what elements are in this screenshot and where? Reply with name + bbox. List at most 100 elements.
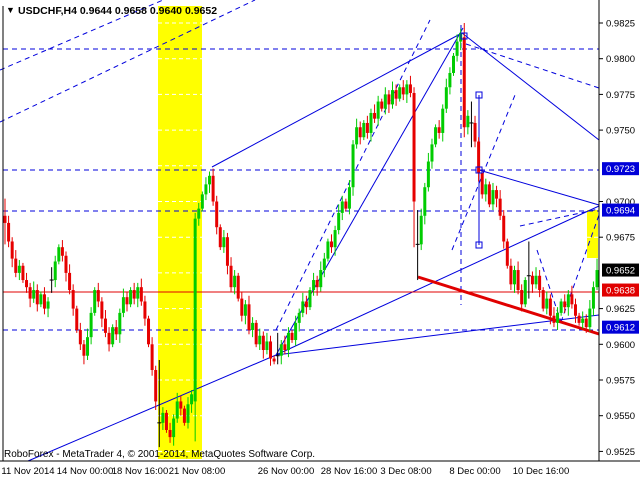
bull-candle — [17, 260, 21, 281]
candle-body — [337, 212, 341, 231]
bear-candle — [100, 297, 104, 328]
price-level-badge-label: 0.9723 — [606, 164, 635, 175]
blue-dashed-trendline[interactable] — [536, 249, 562, 323]
bull-candle — [186, 397, 190, 429]
time-axis-label: 28 Nov 16:00 — [321, 466, 378, 477]
bull-candle — [434, 124, 438, 148]
blue-solid-trendline[interactable] — [275, 27, 464, 356]
candle-body — [516, 270, 520, 291]
blue-dashed-trendline[interactable] — [451, 94, 516, 251]
price-axis-label: 0.9675 — [606, 233, 635, 244]
bear-candle — [584, 314, 588, 333]
doji-bar — [415, 210, 420, 281]
candle-body — [419, 215, 423, 245]
price-level-badge-label: 0.9694 — [606, 206, 635, 217]
candle-body — [164, 412, 168, 430]
bear-candle — [387, 90, 391, 113]
candle-body — [559, 301, 563, 313]
time-axis-label: 14 Nov 00:00 — [57, 466, 114, 477]
candle-body — [100, 301, 104, 319]
blue-solid-trendline[interactable] — [275, 205, 600, 356]
candle-body — [35, 290, 39, 305]
bear-candle — [563, 294, 567, 313]
candle-body — [308, 290, 312, 308]
bear-candle — [577, 312, 581, 326]
bear-candle — [60, 240, 64, 262]
bull-candle — [39, 291, 43, 308]
candle-body — [215, 201, 219, 228]
bull-candle — [355, 118, 359, 149]
candle-body — [150, 344, 154, 371]
blue-solid-trendline[interactable] — [275, 314, 600, 356]
blue-dashed-trendline[interactable] — [519, 208, 600, 227]
bear-candle — [530, 271, 534, 293]
candle-body — [129, 290, 133, 305]
blue-solid-trendline[interactable] — [211, 32, 463, 168]
bull-candle — [466, 110, 470, 135]
candle-body — [344, 201, 348, 209]
bear-candle — [10, 237, 14, 268]
price-level-badge-label: 0.9652 — [606, 266, 635, 277]
blue-solid-trendline[interactable] — [461, 32, 600, 141]
bull-candle — [340, 195, 344, 221]
candle-body — [552, 315, 556, 323]
bull-candle — [545, 291, 549, 315]
candle-body — [426, 161, 430, 188]
blue-dashed-trendline[interactable] — [0, 0, 164, 71]
bull-candle — [566, 290, 570, 316]
bull-candle — [294, 315, 298, 346]
price-level-badge — [602, 263, 639, 277]
blue-solid-trendline[interactable] — [478, 169, 600, 206]
object-anchor-handle[interactable] — [475, 166, 483, 174]
candle-body — [154, 370, 158, 402]
blue-solid-trendline[interactable] — [27, 354, 277, 462]
blue-dashed-trendline[interactable] — [0, 0, 256, 123]
bull-candle — [430, 138, 434, 169]
object-anchor-handle[interactable] — [475, 241, 483, 249]
candle-body — [387, 94, 391, 105]
candle-body — [358, 127, 362, 138]
bear-candle — [139, 278, 143, 306]
candle-body — [182, 408, 186, 423]
candle-body — [186, 404, 190, 423]
candle-body — [491, 190, 495, 205]
candle-body — [584, 318, 588, 328]
candle-body — [563, 301, 567, 308]
candle-body — [46, 301, 50, 309]
bull-candle — [319, 261, 323, 292]
candle-body — [444, 87, 448, 109]
bear-candle — [103, 310, 107, 338]
candle-body — [211, 175, 215, 202]
candle-body — [265, 341, 269, 351]
candle-body — [247, 304, 251, 331]
bull-candle — [347, 180, 351, 215]
bull-candle — [301, 292, 305, 318]
candle-body — [243, 304, 247, 316]
candle-body — [477, 141, 481, 173]
bull-candle — [46, 297, 50, 318]
doji-bar — [157, 360, 162, 448]
blue-dashed-trendline[interactable] — [465, 43, 600, 89]
candle-body — [283, 344, 287, 351]
bull-candle — [581, 311, 585, 329]
symbol-dropdown-arrow-icon[interactable]: ▼ — [6, 5, 15, 15]
bull-candle — [326, 238, 330, 262]
candle-body — [240, 298, 244, 316]
candle-body — [512, 270, 516, 285]
candle-body — [495, 190, 499, 199]
candle-body — [269, 341, 273, 359]
red-solid-trendline[interactable] — [417, 275, 600, 336]
bull-candle — [588, 300, 592, 332]
candle-body — [78, 330, 82, 345]
object-anchor-handle[interactable] — [460, 32, 468, 40]
bear-candle — [125, 291, 129, 312]
bull-candle — [204, 177, 208, 201]
candle-body — [509, 265, 513, 285]
bull-candle — [591, 281, 595, 316]
price-axis-label: 0.9600 — [606, 340, 635, 351]
bear-candle — [498, 190, 502, 221]
candle-body — [556, 312, 560, 323]
object-anchor-handle[interactable] — [475, 91, 483, 99]
